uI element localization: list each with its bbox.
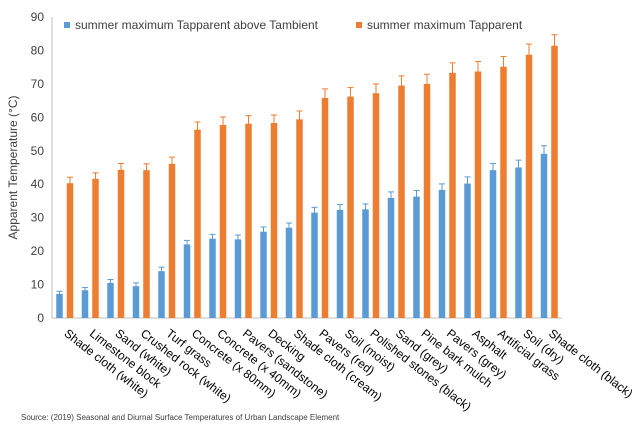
- bar-apparent: [219, 125, 227, 318]
- bar-above-ambient: [183, 244, 191, 318]
- bar-apparent: [296, 119, 303, 318]
- bar-apparent: [143, 170, 150, 318]
- bar-above-ambient: [489, 170, 497, 318]
- y-tick-label: 10: [31, 278, 45, 292]
- legend-label: summer maximum Tapparent above Tambient: [75, 18, 319, 32]
- y-tick-label: 50: [31, 144, 45, 158]
- bar-apparent: [117, 169, 125, 318]
- bar-apparent: [194, 129, 201, 318]
- y-tick-label: 30: [31, 211, 45, 225]
- bar-apparent: [423, 83, 431, 318]
- bar-apparent: [398, 85, 405, 318]
- bar-above-ambient: [540, 153, 548, 318]
- bar-above-ambient: [158, 271, 165, 318]
- bar-apparent: [551, 45, 558, 319]
- legend-swatch: [64, 22, 70, 28]
- bar-above-ambient: [132, 286, 140, 318]
- legend-label: summer maximum Tapparent: [367, 18, 523, 32]
- bar-above-ambient: [336, 209, 344, 318]
- bar-apparent: [347, 96, 354, 318]
- bar-above-ambient: [56, 293, 63, 318]
- y-tick-label: 70: [31, 77, 45, 91]
- bar-above-ambient: [107, 282, 114, 318]
- bar-apparent: [92, 178, 99, 318]
- legend-swatch: [356, 22, 362, 28]
- bar-apparent: [66, 183, 74, 318]
- bar-apparent: [474, 71, 482, 319]
- bar-above-ambient: [81, 290, 89, 318]
- error-bars: [56, 34, 558, 298]
- bar-above-ambient: [260, 231, 267, 318]
- bar-above-ambient: [362, 209, 369, 318]
- bar-above-ambient: [311, 212, 318, 318]
- axes: [51, 17, 562, 319]
- y-tick-label: 20: [31, 244, 45, 258]
- bar-apparent: [449, 72, 456, 318]
- y-tick-labels: 0 10 20 30 40 50 60 70 80 90: [31, 10, 45, 325]
- bars: [56, 45, 558, 319]
- y-tick-label: 90: [31, 10, 45, 24]
- bar-apparent: [245, 123, 252, 318]
- bar-above-ambient: [285, 227, 293, 318]
- bar-apparent: [168, 163, 176, 318]
- bar-above-ambient: [387, 197, 395, 318]
- y-tick-label: 40: [31, 177, 45, 191]
- bar-apparent: [500, 66, 507, 319]
- y-tick-label: 60: [31, 110, 45, 124]
- bar-above-ambient: [438, 189, 446, 318]
- bar-above-ambient: [515, 167, 522, 318]
- bar-above-ambient: [413, 196, 420, 318]
- y-axis-title: Apparent Temperature (°C): [6, 96, 20, 240]
- bar-above-ambient: [464, 183, 471, 318]
- bar-apparent: [270, 123, 278, 318]
- source-note: Source: (2019) Seasonal and Diurnal Surf…: [21, 413, 340, 422]
- legend: summer maximum Tapparent above Tambient s…: [64, 18, 523, 32]
- bar-apparent: [372, 93, 380, 319]
- y-tick-label: 0: [37, 311, 44, 325]
- y-tick-label: 80: [31, 43, 45, 57]
- bar-above-ambient: [209, 238, 216, 318]
- bar-apparent: [321, 97, 329, 319]
- bar-above-ambient: [234, 239, 242, 318]
- bar-apparent: [525, 54, 533, 318]
